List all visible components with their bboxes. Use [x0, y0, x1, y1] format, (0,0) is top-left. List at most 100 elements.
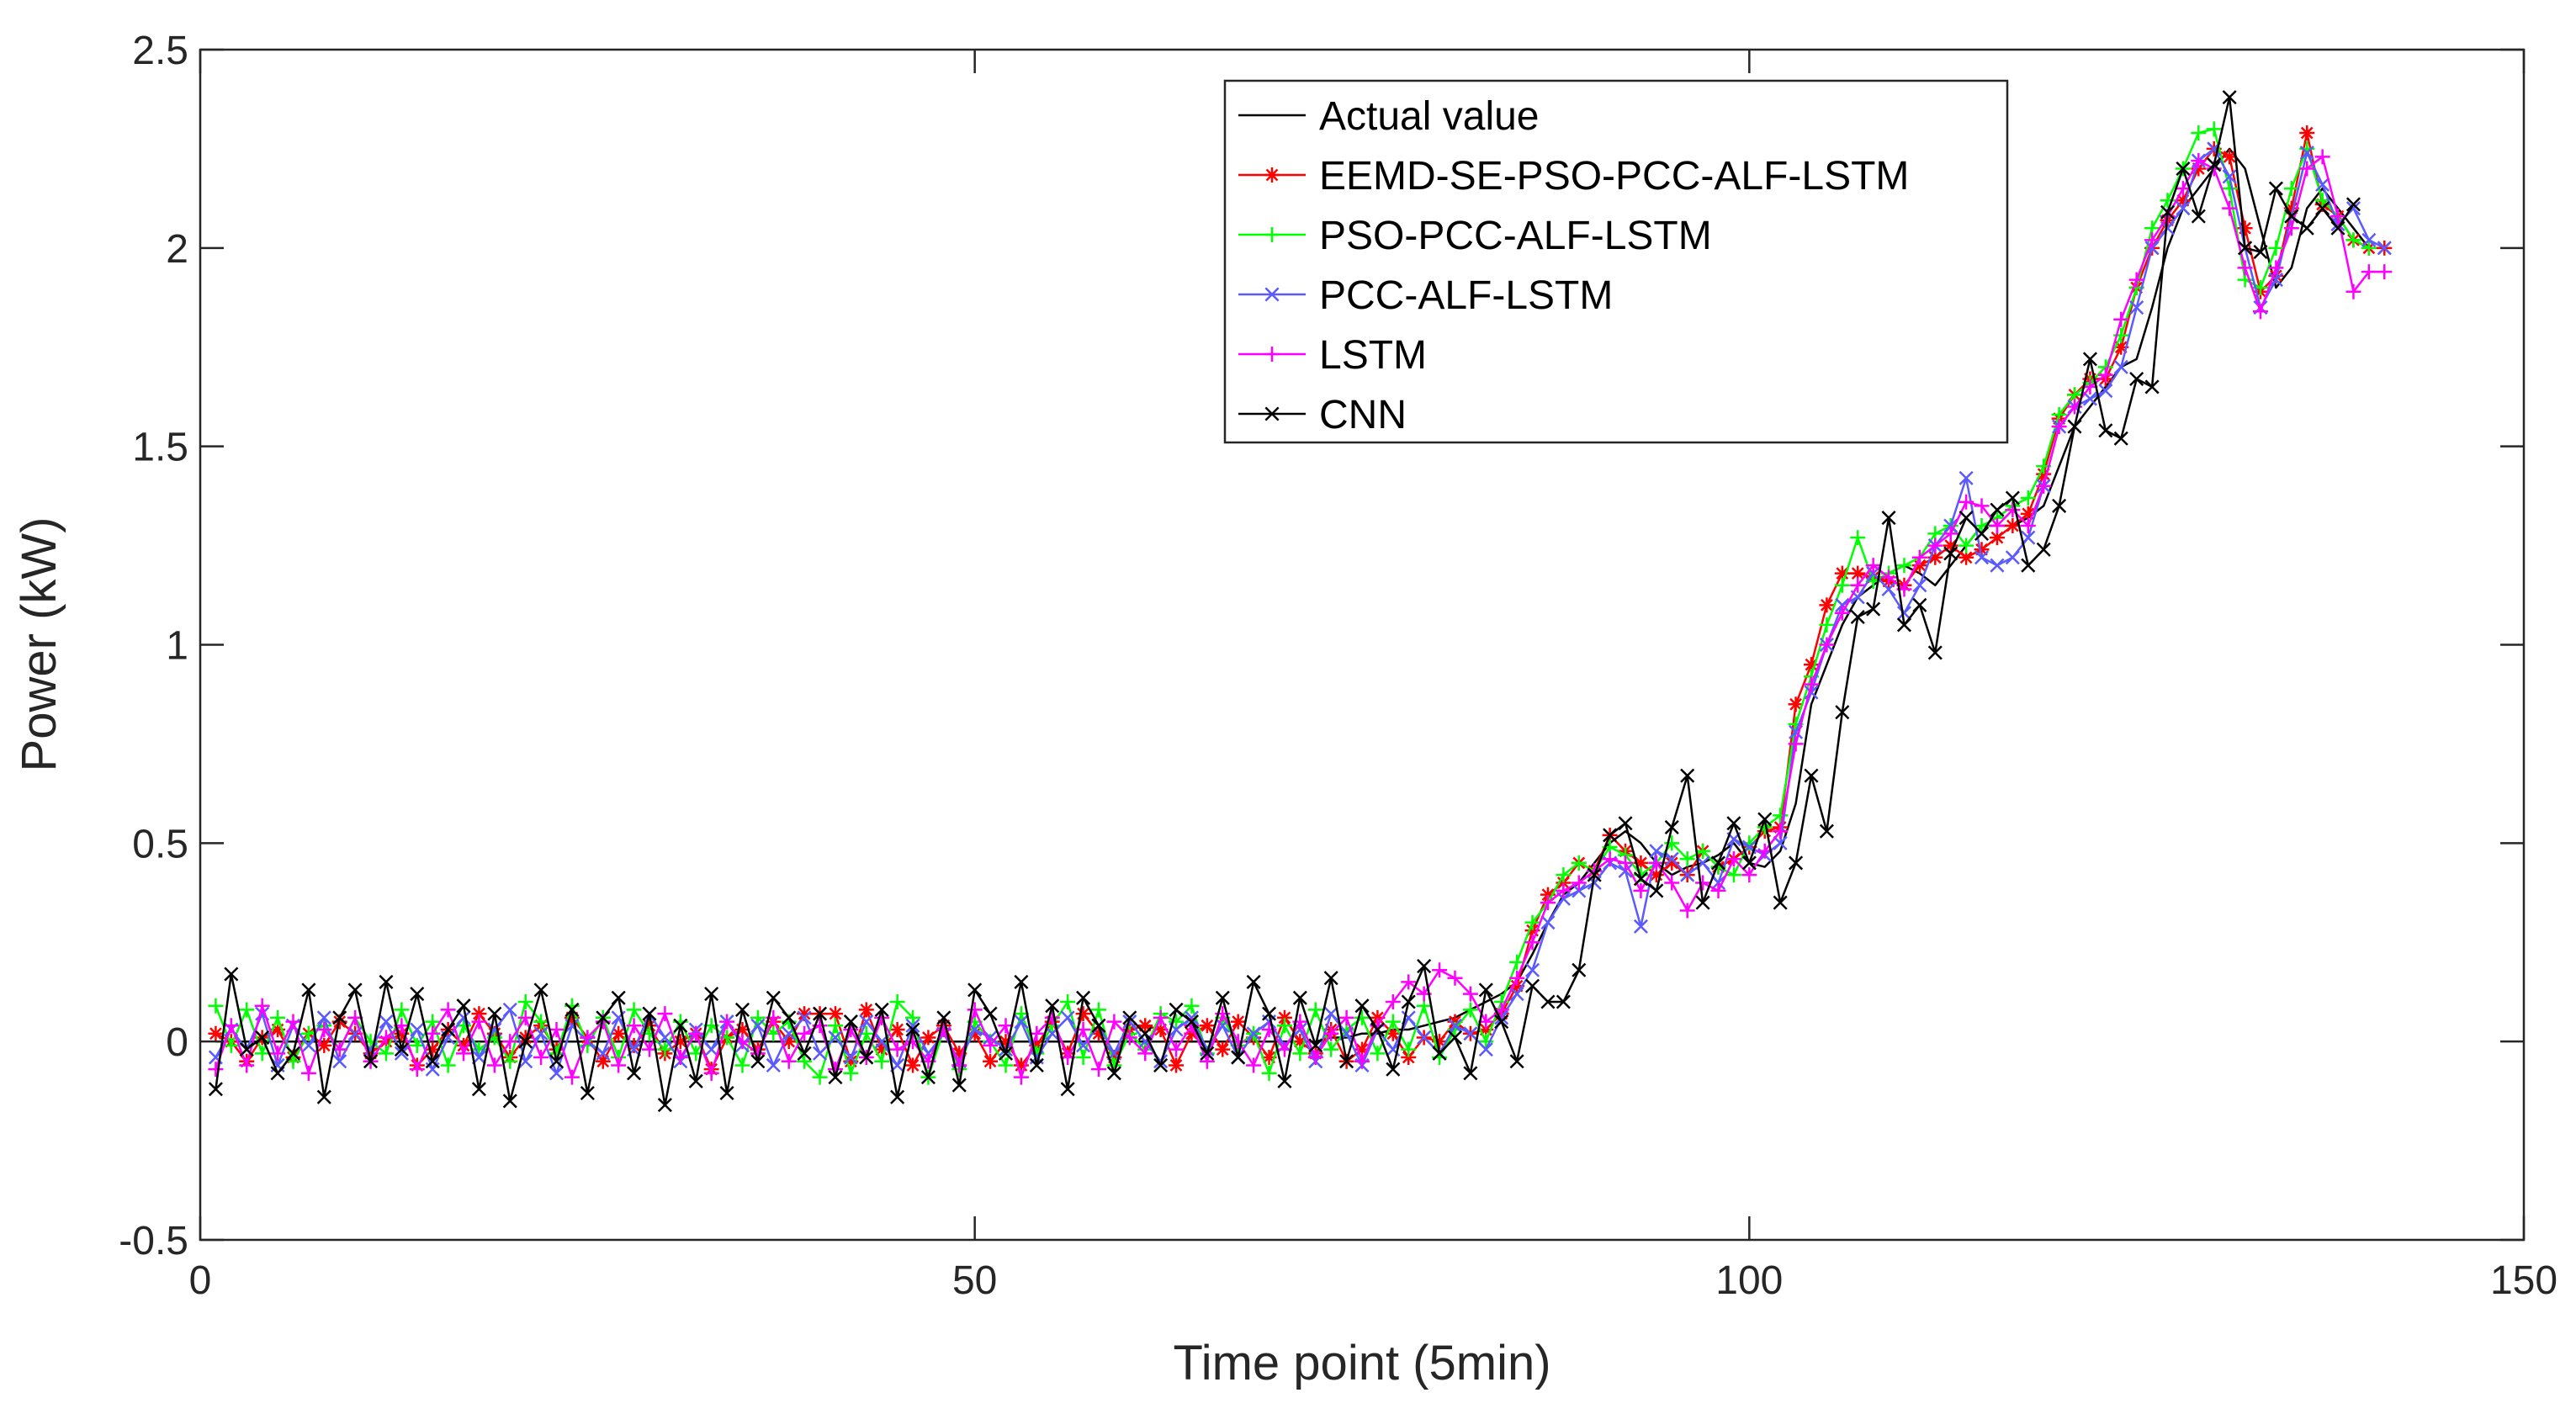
data-point-cnn: [1525, 978, 1540, 993]
data-point-cnn: [1695, 895, 1710, 910]
y-tick-label: 0: [166, 1020, 188, 1065]
data-point-pso-pcc-alf-lstm: [1524, 914, 1540, 930]
data-point-cnn: [270, 1066, 285, 1081]
data-point-cnn: [611, 990, 626, 1005]
data-point-lstm: [2036, 478, 2052, 494]
x-tick-label: 150: [2490, 1258, 2557, 1303]
data-point-pso-pcc-alf-lstm: [1896, 558, 1912, 574]
data-point-pcc-alf-lstm: [1881, 581, 1896, 597]
data-point-pso-pcc-alf-lstm: [1276, 1018, 1292, 1034]
data-point-cnn: [2005, 490, 2020, 506]
data-point-cnn: [1184, 1014, 1199, 1030]
data-point-pso-pcc-alf-lstm: [223, 1037, 239, 1053]
data-point-lstm: [1338, 1009, 1354, 1025]
data-point-lstm: [1106, 1014, 1122, 1030]
data-point-lstm: [1013, 1069, 1029, 1085]
data-point-lstm: [456, 1046, 472, 1062]
data-point-cnn: [905, 1022, 920, 1037]
data-point-cnn: [2129, 371, 2144, 387]
data-point-lstm: [1524, 935, 1540, 951]
data-point-lstm: [688, 1025, 704, 1041]
data-point-eemd-se-pso-pcc-alf-lstm: [1215, 1041, 1231, 1057]
data-point-lstm: [657, 1006, 673, 1022]
data-point-cnn: [1432, 1046, 1447, 1061]
data-point-lstm: [2299, 161, 2315, 177]
data-point-cnn: [2330, 220, 2345, 236]
data-point-pcc-alf-lstm: [843, 1050, 858, 1065]
data-point-pso-pcc-alf-lstm: [517, 994, 533, 1009]
data-point-lstm: [2005, 502, 2021, 518]
data-point-cnn: [1246, 974, 1261, 989]
data-point-cnn: [1587, 867, 1602, 882]
data-point-pso-pcc-alf-lstm: [874, 1053, 890, 1069]
data-point-lstm: [1401, 974, 1417, 990]
data-point-pcc-alf-lstm: [828, 1030, 843, 1045]
data-point-lstm: [1881, 569, 1897, 585]
data-point-eemd-se-pso-pcc-alf-lstm: [611, 1025, 627, 1041]
data-point-lstm: [1323, 1025, 1339, 1041]
data-point-cnn: [1478, 982, 1493, 998]
data-point-cnn: [1417, 959, 1432, 974]
data-point-cnn: [1323, 971, 1338, 986]
data-point-lstm: [1819, 637, 1835, 653]
data-point-lstm: [2113, 311, 2129, 327]
data-point-cnn: [2238, 241, 2253, 256]
x-tick-label: 0: [189, 1258, 212, 1303]
data-point-pcc-alf-lstm: [905, 1018, 920, 1033]
data-point-cnn: [1169, 1002, 1184, 1017]
data-point-eemd-se-pso-pcc-alf-lstm: [1137, 1018, 1153, 1034]
data-point-pso-pcc-alf-lstm: [1959, 538, 1974, 553]
data-point-lstm: [889, 1041, 905, 1057]
data-point-lstm: [1788, 736, 1804, 752]
data-point-cnn: [874, 1002, 889, 1017]
data-point-lstm: [331, 1041, 347, 1057]
data-point-pso-pcc-alf-lstm: [2191, 125, 2207, 141]
legend-label: Actual value: [1319, 94, 1540, 139]
data-point-cnn: [734, 1002, 750, 1017]
data-point-pcc-alf-lstm: [704, 1042, 719, 1057]
data-point-cnn: [518, 1034, 533, 1049]
legend-items: Actual value EEMD-SE-PSO-PCC-ALF-LSTM PSO-…: [1238, 94, 1909, 437]
data-point-pcc-alf-lstm: [1943, 518, 1959, 533]
data-point-cnn: [239, 1042, 254, 1057]
data-point-eemd-se-pso-pcc-alf-lstm: [1989, 530, 2005, 546]
data-point-cnn: [1835, 705, 1850, 720]
data-point-cnn: [657, 1098, 672, 1113]
data-point-lstm: [1261, 1022, 1277, 1038]
legend-marker: [1264, 347, 1280, 362]
data-point-cnn: [1354, 998, 1370, 1014]
data-point-pso-pcc-alf-lstm: [440, 1057, 456, 1073]
data-point-pso-pcc-alf-lstm: [2345, 232, 2361, 248]
data-point-pcc-alf-lstm: [301, 1038, 316, 1053]
data-point-cnn: [1261, 1006, 1277, 1021]
data-point-pcc-alf-lstm: [1664, 851, 1679, 866]
data-point-cnn: [471, 1082, 486, 1097]
data-point-pso-pcc-alf-lstm: [843, 1065, 859, 1081]
data-point-pso-pcc-alf-lstm: [1169, 1014, 1185, 1030]
legend-label: PSO-PCC-ALF-LSTM: [1319, 214, 1712, 258]
data-point-lstm: [285, 1014, 301, 1030]
y-tick-label: 1: [166, 624, 188, 669]
data-point-pcc-alf-lstm: [2361, 232, 2377, 247]
data-point-lstm: [1137, 1046, 1153, 1062]
data-point-lstm: [409, 1062, 425, 1078]
data-point-lstm: [781, 1053, 797, 1069]
data-point-cnn: [1959, 511, 1974, 526]
data-point-cnn: [1153, 1057, 1169, 1073]
data-point-lstm: [2222, 200, 2238, 216]
data-point-pcc-alf-lstm: [502, 1002, 517, 1017]
data-point-cnn: [2191, 209, 2206, 224]
data-point-lstm: [1959, 494, 1974, 510]
data-point-pso-pcc-alf-lstm: [2206, 121, 2222, 137]
data-point-cnn: [2098, 423, 2113, 438]
data-point-pcc-alf-lstm: [1710, 875, 1726, 891]
data-point-pcc-alf-lstm: [410, 1022, 425, 1037]
data-point-lstm: [611, 1057, 627, 1073]
data-point-pso-pcc-alf-lstm: [394, 1002, 410, 1018]
data-point-cnn: [1741, 855, 1757, 871]
data-point-lstm: [223, 1018, 239, 1034]
data-point-cnn: [936, 1010, 951, 1025]
data-point-pcc-alf-lstm: [1323, 1006, 1338, 1021]
data-point-lstm: [626, 1018, 642, 1034]
data-point-cnn: [920, 1070, 936, 1085]
